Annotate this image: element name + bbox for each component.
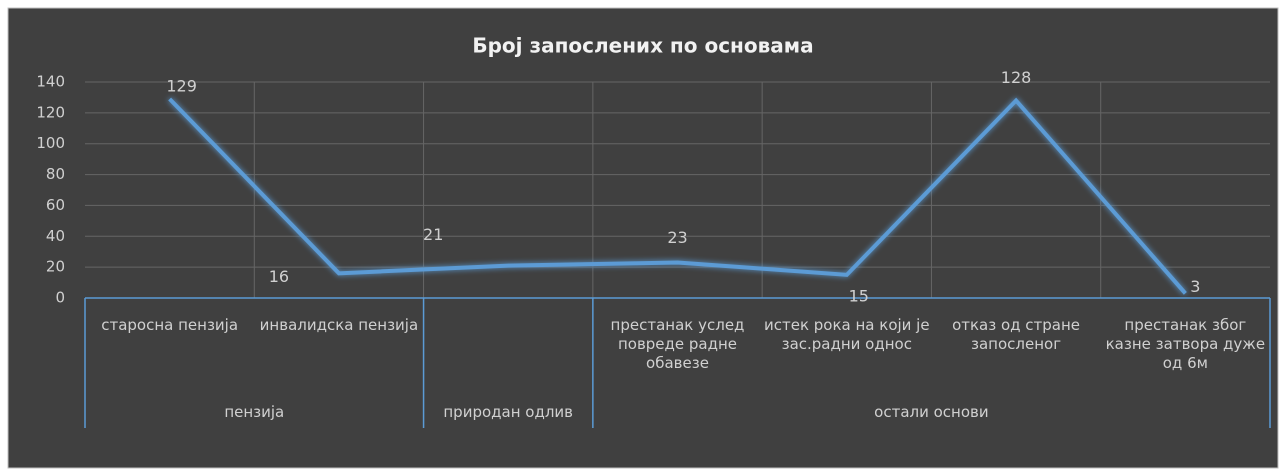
- group-label: пензија: [224, 403, 285, 421]
- x-tick-label-box: инвалидска пензија: [259, 316, 419, 334]
- chart-title: Број запослених по основама: [472, 34, 813, 58]
- data-label: 3: [1190, 277, 1200, 296]
- y-tick-label: 40: [46, 227, 65, 245]
- data-label: 128: [1001, 68, 1032, 87]
- group-label-box: пензија: [224, 403, 285, 421]
- y-tick-label: 60: [46, 196, 65, 214]
- line-series: [168, 97, 1187, 295]
- x-tick-label: старосна пензија: [101, 316, 239, 334]
- chart-bg: [7, 7, 1279, 469]
- group-label: остали основи: [874, 403, 989, 421]
- x-tick-label: престанак због казне затвора дуже од 6м: [1105, 316, 1266, 372]
- group-label-box: природан одлив: [443, 403, 574, 421]
- data-label: 129: [166, 76, 197, 95]
- data-label: 16: [269, 267, 289, 286]
- x-tick-label: инвалидска пензија: [259, 316, 419, 334]
- group-label: природан одлив: [443, 403, 574, 421]
- x-tick-label-box: старосна пензија: [101, 316, 239, 334]
- y-tick-label: 140: [36, 73, 65, 91]
- y-tick-label: 120: [36, 103, 65, 121]
- x-tick-label-box: истек рока на који је зас.радни однос: [763, 316, 930, 353]
- data-label: 21: [423, 225, 443, 244]
- x-tick-label: истек рока на који је зас.радни однос: [763, 316, 930, 353]
- y-tick-label: 100: [36, 134, 65, 152]
- x-tick-label-box: престанак због казне затвора дуже од 6м: [1105, 316, 1266, 372]
- data-label: 23: [667, 228, 687, 247]
- x-tick-label-box: отказ од стране запосленог: [952, 316, 1081, 353]
- data-label: 15: [849, 286, 869, 305]
- y-tick-label: 20: [46, 258, 65, 276]
- group-label-box: остали основи: [874, 403, 989, 421]
- y-tick-label: 80: [46, 165, 65, 183]
- x-tick-label-box: престанак услед повреде радне обавезе: [610, 316, 745, 372]
- x-tick-label: престанак услед повреде радне обавезе: [610, 316, 745, 372]
- y-tick-label: 0: [55, 289, 65, 307]
- x-tick-label: отказ од стране запосленог: [952, 316, 1081, 353]
